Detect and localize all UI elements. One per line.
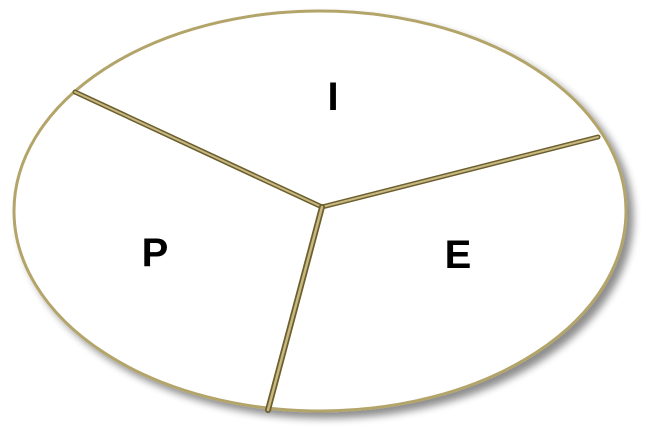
segment-label-e: E: [445, 233, 472, 277]
segment-dividers: [72, 89, 601, 413]
segment-label-p: P: [142, 231, 169, 275]
segment-label-i: I: [327, 75, 338, 119]
